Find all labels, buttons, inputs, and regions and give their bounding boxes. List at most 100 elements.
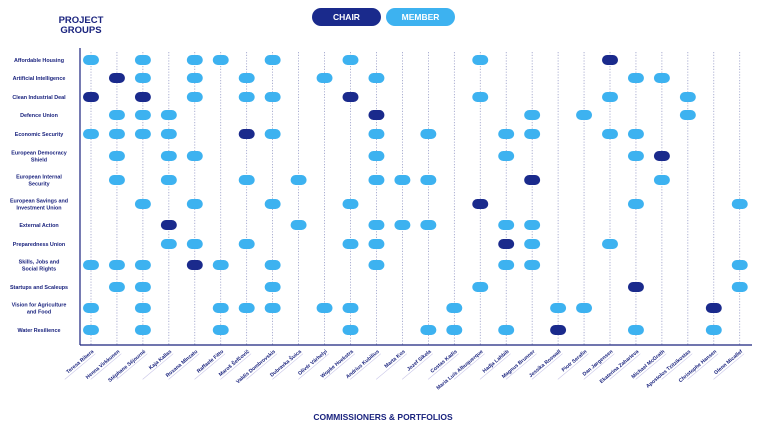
member-marker[interactable]: [134, 110, 151, 120]
member-marker[interactable]: [705, 325, 722, 335]
member-marker[interactable]: [134, 55, 151, 65]
member-marker[interactable]: [134, 260, 151, 270]
member-marker[interactable]: [420, 175, 437, 185]
member-marker[interactable]: [524, 260, 541, 270]
member-marker[interactable]: [498, 151, 515, 161]
member-marker[interactable]: [264, 129, 281, 139]
member-marker[interactable]: [602, 239, 618, 249]
member-marker[interactable]: [368, 239, 385, 249]
member-marker[interactable]: [498, 260, 515, 270]
member-marker[interactable]: [160, 129, 177, 139]
member-marker[interactable]: [368, 220, 385, 230]
chair-marker[interactable]: [108, 73, 125, 83]
member-marker[interactable]: [108, 110, 125, 120]
member-marker[interactable]: [394, 220, 411, 230]
chair-marker[interactable]: [134, 92, 151, 102]
member-marker[interactable]: [498, 220, 515, 230]
member-marker[interactable]: [394, 175, 411, 185]
member-marker[interactable]: [108, 260, 125, 270]
member-marker[interactable]: [290, 175, 307, 185]
chair-marker[interactable]: [342, 92, 359, 102]
member-marker[interactable]: [264, 303, 281, 313]
member-marker[interactable]: [83, 55, 99, 65]
chair-marker[interactable]: [83, 92, 99, 102]
chair-marker[interactable]: [550, 325, 567, 335]
member-marker[interactable]: [627, 73, 644, 83]
member-marker[interactable]: [550, 303, 567, 313]
member-marker[interactable]: [186, 151, 203, 161]
chair-marker[interactable]: [186, 260, 203, 270]
member-marker[interactable]: [160, 239, 177, 249]
chair-marker[interactable]: [602, 55, 618, 65]
member-marker[interactable]: [446, 325, 463, 335]
member-marker[interactable]: [186, 239, 203, 249]
member-marker[interactable]: [602, 92, 618, 102]
member-marker[interactable]: [342, 325, 359, 335]
member-marker[interactable]: [134, 129, 151, 139]
member-marker[interactable]: [472, 92, 489, 102]
member-marker[interactable]: [420, 129, 437, 139]
member-marker[interactable]: [238, 175, 255, 185]
member-marker[interactable]: [186, 55, 203, 65]
member-marker[interactable]: [238, 73, 255, 83]
member-marker[interactable]: [627, 151, 644, 161]
member-marker[interactable]: [627, 129, 644, 139]
member-marker[interactable]: [290, 220, 307, 230]
member-marker[interactable]: [83, 260, 99, 270]
member-marker[interactable]: [134, 199, 151, 209]
member-marker[interactable]: [368, 73, 385, 83]
member-marker[interactable]: [264, 92, 281, 102]
member-marker[interactable]: [212, 260, 229, 270]
member-marker[interactable]: [653, 175, 670, 185]
member-marker[interactable]: [446, 303, 463, 313]
member-marker[interactable]: [679, 92, 696, 102]
member-marker[interactable]: [264, 55, 281, 65]
chair-marker[interactable]: [653, 151, 670, 161]
member-marker[interactable]: [238, 92, 255, 102]
member-marker[interactable]: [368, 260, 385, 270]
member-marker[interactable]: [342, 55, 359, 65]
member-marker[interactable]: [368, 151, 385, 161]
member-marker[interactable]: [264, 260, 281, 270]
member-marker[interactable]: [134, 303, 151, 313]
member-marker[interactable]: [83, 129, 99, 139]
member-marker[interactable]: [731, 199, 748, 209]
member-marker[interactable]: [653, 73, 670, 83]
member-marker[interactable]: [83, 303, 99, 313]
member-marker[interactable]: [342, 199, 359, 209]
chair-marker[interactable]: [705, 303, 722, 313]
member-marker[interactable]: [160, 151, 177, 161]
member-marker[interactable]: [602, 129, 618, 139]
member-marker[interactable]: [420, 325, 437, 335]
member-marker[interactable]: [627, 199, 644, 209]
member-marker[interactable]: [368, 175, 385, 185]
member-marker[interactable]: [472, 282, 489, 292]
member-marker[interactable]: [108, 282, 125, 292]
member-marker[interactable]: [576, 303, 593, 313]
member-marker[interactable]: [264, 282, 281, 292]
member-marker[interactable]: [498, 325, 515, 335]
member-marker[interactable]: [212, 325, 229, 335]
member-marker[interactable]: [524, 129, 541, 139]
member-marker[interactable]: [186, 73, 203, 83]
member-marker[interactable]: [212, 303, 229, 313]
member-marker[interactable]: [134, 73, 151, 83]
member-marker[interactable]: [316, 73, 333, 83]
member-marker[interactable]: [498, 129, 515, 139]
chair-marker[interactable]: [627, 282, 644, 292]
member-marker[interactable]: [134, 282, 151, 292]
chair-marker[interactable]: [368, 110, 385, 120]
member-marker[interactable]: [212, 55, 229, 65]
member-marker[interactable]: [108, 151, 125, 161]
member-marker[interactable]: [134, 325, 151, 335]
member-marker[interactable]: [264, 199, 281, 209]
member-marker[interactable]: [108, 175, 125, 185]
member-marker[interactable]: [731, 282, 748, 292]
member-marker[interactable]: [731, 260, 748, 270]
member-marker[interactable]: [576, 110, 593, 120]
chair-marker[interactable]: [524, 175, 541, 185]
member-marker[interactable]: [83, 325, 99, 335]
member-marker[interactable]: [524, 110, 541, 120]
member-marker[interactable]: [627, 325, 644, 335]
member-marker[interactable]: [679, 110, 696, 120]
